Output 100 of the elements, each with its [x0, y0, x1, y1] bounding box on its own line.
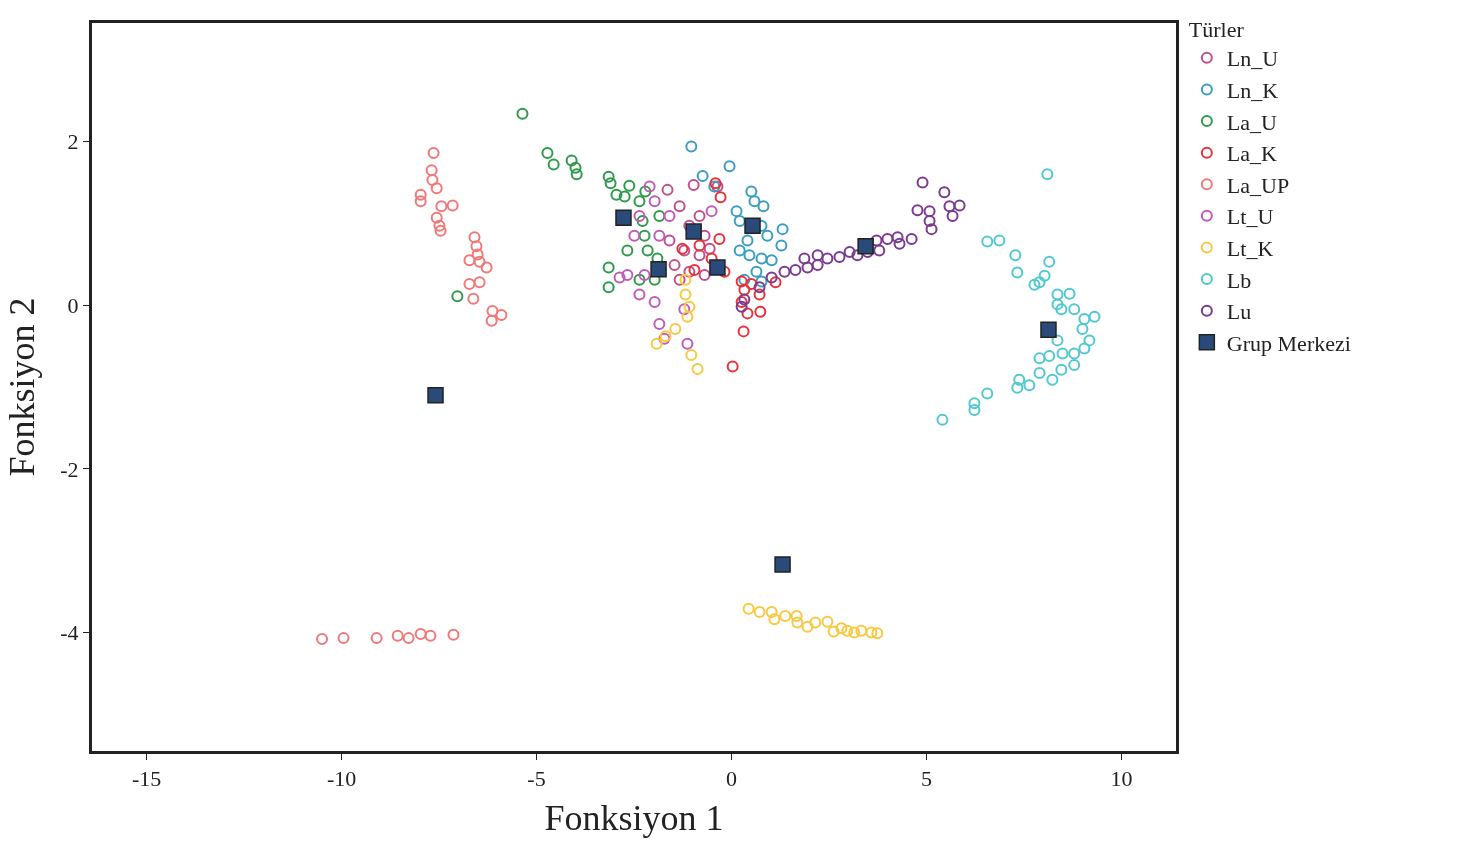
point	[1068, 347, 1081, 360]
point	[485, 314, 498, 327]
point	[679, 288, 692, 301]
point	[621, 268, 634, 281]
point	[753, 605, 766, 618]
y-tick-label: -4	[60, 620, 79, 646]
point	[733, 244, 746, 257]
point	[925, 223, 938, 236]
point	[691, 363, 704, 375]
point	[1041, 168, 1054, 181]
point	[1011, 266, 1024, 279]
point	[801, 620, 814, 633]
point	[653, 229, 666, 242]
point	[911, 204, 924, 217]
point	[1055, 363, 1068, 376]
point	[776, 223, 789, 236]
point	[936, 413, 949, 426]
point	[821, 615, 834, 628]
point	[628, 229, 641, 242]
point	[811, 249, 824, 262]
legend-label: La_U	[1226, 109, 1278, 135]
point	[1078, 342, 1091, 355]
point	[681, 337, 694, 350]
point	[741, 234, 754, 247]
point	[673, 273, 686, 286]
point	[650, 337, 663, 350]
y-tick-label: 2	[67, 129, 79, 155]
point	[1023, 379, 1036, 392]
point	[865, 626, 878, 639]
point	[565, 154, 578, 167]
point	[718, 265, 731, 278]
point	[981, 387, 994, 400]
point	[1011, 381, 1024, 394]
point	[648, 295, 661, 308]
point	[602, 170, 615, 183]
point	[714, 191, 727, 204]
point	[427, 147, 440, 160]
point	[1046, 373, 1059, 386]
point	[765, 605, 778, 618]
point	[633, 273, 646, 286]
point	[1028, 278, 1041, 291]
point	[480, 261, 493, 274]
point	[618, 190, 631, 203]
point	[801, 261, 814, 274]
legend-label: La_UP	[1226, 172, 1290, 198]
point	[726, 360, 739, 373]
point	[1038, 269, 1051, 282]
point	[653, 210, 666, 223]
point	[424, 629, 437, 642]
point	[693, 239, 706, 252]
point	[569, 161, 582, 174]
point	[737, 325, 750, 338]
point	[753, 288, 766, 301]
point	[638, 268, 651, 281]
point	[870, 234, 883, 247]
point	[688, 264, 701, 277]
point	[467, 292, 480, 305]
point	[827, 625, 840, 638]
point	[855, 624, 868, 637]
point	[791, 616, 804, 629]
point	[943, 200, 956, 213]
point	[745, 185, 758, 198]
point	[685, 140, 698, 153]
point	[775, 239, 788, 252]
point	[633, 210, 646, 223]
point	[434, 224, 447, 237]
point	[633, 195, 646, 208]
point	[1033, 367, 1046, 380]
point	[679, 273, 692, 286]
legend-label: Lb	[1226, 267, 1252, 293]
point	[1068, 358, 1081, 371]
point	[541, 147, 554, 160]
point	[602, 261, 615, 274]
point	[687, 178, 700, 191]
point	[938, 186, 951, 199]
x-tick-label: -10	[326, 766, 357, 792]
point	[636, 214, 649, 227]
point	[821, 252, 834, 265]
point	[765, 254, 778, 267]
point	[893, 237, 906, 250]
point	[1068, 303, 1081, 316]
point	[621, 244, 634, 257]
point	[753, 281, 766, 294]
point	[1043, 349, 1056, 362]
point	[661, 183, 674, 196]
point	[463, 277, 476, 290]
point	[748, 195, 761, 208]
point	[744, 217, 761, 235]
point	[735, 300, 748, 313]
legend-label: Lu	[1226, 299, 1252, 325]
point	[668, 259, 681, 272]
point	[754, 305, 767, 318]
point	[414, 188, 427, 201]
point	[841, 624, 854, 637]
point	[1051, 334, 1064, 347]
point	[681, 310, 694, 323]
y-axis-title: Fonksiyon 2	[2, 297, 43, 477]
point	[648, 195, 661, 208]
point	[610, 188, 623, 201]
point	[1051, 288, 1064, 301]
